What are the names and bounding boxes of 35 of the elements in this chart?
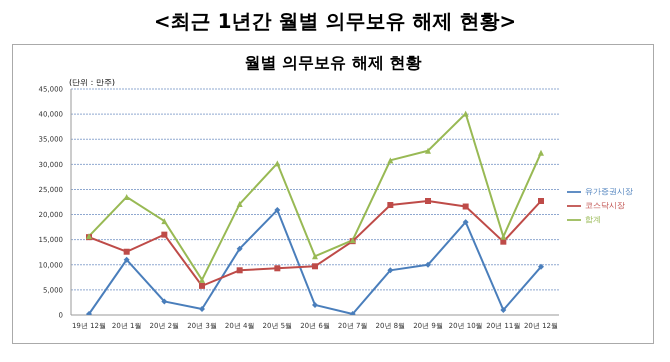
point — [199, 306, 205, 312]
point — [236, 201, 243, 208]
point — [312, 253, 318, 260]
point — [387, 202, 394, 208]
point — [199, 276, 205, 283]
point — [500, 306, 506, 313]
point — [538, 198, 544, 204]
point — [387, 157, 394, 164]
point — [312, 302, 318, 308]
chart-title: <최근 1년간 월별 의무보유 해제 현황> — [152, 8, 518, 35]
point — [274, 265, 280, 272]
point — [425, 262, 431, 268]
point — [462, 204, 469, 210]
y-axis-title: (단위 : 만주) — [69, 77, 116, 88]
point — [161, 218, 168, 224]
point — [236, 267, 243, 274]
legend-label: 코스닥시장 — [585, 201, 625, 210]
point — [124, 256, 130, 263]
legend-label: 유가증권시장 — [585, 187, 633, 196]
point — [86, 310, 92, 315]
point — [387, 267, 394, 274]
point — [312, 263, 318, 270]
point — [538, 264, 544, 270]
point — [199, 282, 205, 289]
point — [425, 198, 431, 204]
point — [124, 248, 130, 255]
point — [236, 246, 243, 252]
point — [538, 150, 544, 156]
point — [274, 207, 280, 214]
chart-subtitle: 월별 의무보유 해제 현황 — [244, 53, 422, 74]
point — [161, 298, 168, 304]
point — [161, 232, 168, 238]
point — [462, 219, 469, 226]
point — [425, 148, 431, 154]
legend-label: 합계 — [585, 215, 601, 224]
